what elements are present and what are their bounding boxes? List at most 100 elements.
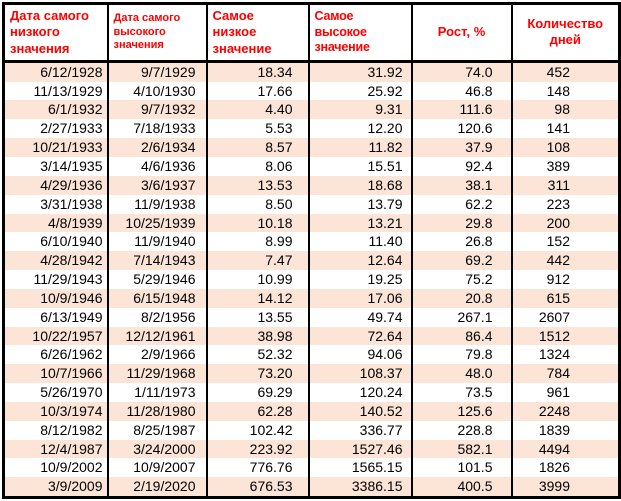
table-cell: 12/12/1961 (106, 326, 208, 346)
table-cell: 4.40 (205, 100, 310, 120)
table-cell: 75.2 (410, 270, 513, 289)
table-cell: 86.4 (410, 326, 513, 346)
table-cell: 10.18 (205, 213, 310, 233)
table-cell: 7/18/1933 (106, 119, 208, 139)
table-cell: 2/6/1934 (106, 138, 208, 157)
table-row: 10/9/2002 10/9/2007 776.76 1565.15 101.5 1826 (2, 458, 621, 478)
table-cell: 17.66 (205, 81, 310, 101)
table-cell: 1324 (510, 345, 621, 365)
table-row: 6/26/1962 2/9/1966 52.32 94.06 79.8 1324 (2, 345, 621, 365)
table-cell: 336.77 (307, 420, 413, 440)
table-cell: 3999 (510, 477, 621, 498)
table-row: 3/9/2009 2/19/2020 676.53 3386.15 400.5 3999 (2, 477, 621, 498)
table-cell: 148 (510, 81, 621, 101)
table-cell: 4494 (510, 439, 621, 459)
table-cell: 3/31/1938 (2, 194, 109, 214)
table-cell: 18.34 (205, 61, 310, 82)
table-cell: 79.8 (410, 345, 513, 365)
table-row: 11/13/1929 4/10/1930 17.66 25.92 46.8 148 (2, 81, 621, 101)
table-cell: 62.28 (205, 401, 310, 421)
table-cell: 5/29/1946 (106, 270, 208, 289)
table-row: 4/28/1942 7/14/1943 7.47 12.64 69.2 442 (2, 251, 621, 271)
table-cell: 4/6/1936 (106, 156, 208, 176)
table-cell: 10/3/1974 (2, 401, 109, 421)
table-cell: 4/8/1939 (2, 213, 109, 233)
table-cell: 48.0 (410, 364, 513, 384)
table-cell: 10/7/1966 (2, 364, 109, 384)
table-cell: 120.6 (410, 119, 513, 139)
table-cell: 615 (510, 288, 621, 308)
table-cell: 11/9/1940 (106, 232, 208, 252)
table-cell: 6/12/1928 (2, 61, 109, 82)
header-row: Дата самого низкого значения Дата самого… (2, 2, 621, 63)
table-cell: 1512 (510, 326, 621, 346)
table-row: 6/1/1932 9/7/1932 4.40 9.31 111.6 98 (2, 100, 621, 120)
table-cell: 20.8 (410, 288, 513, 308)
table-cell: 9/7/1932 (106, 100, 208, 120)
table-cell: 69.29 (205, 383, 310, 402)
table-cell: 10/9/2007 (106, 458, 208, 478)
table-cell: 3/6/1937 (106, 175, 208, 195)
table-cell: 10/9/1946 (2, 288, 109, 308)
table-cell: 1839 (510, 420, 621, 440)
table-row: 11/29/1943 5/29/1946 10.99 19.25 75.2 912 (2, 270, 621, 289)
table-cell: 4/29/1936 (2, 175, 109, 195)
table-cell: 8/2/1956 (106, 307, 208, 327)
table-cell: 11/29/1943 (2, 270, 109, 289)
table-cell: 3/14/1935 (2, 156, 109, 176)
table-row: 8/12/1982 8/25/1987 102.42 336.77 228.8 1839 (2, 420, 621, 440)
table-cell: 8.06 (205, 156, 310, 176)
table-row: 10/21/1933 2/6/1934 8.57 11.82 37.9 108 (2, 138, 621, 157)
table-cell: 6/1/1932 (2, 100, 109, 120)
table-cell: 26.8 (410, 232, 513, 252)
table-cell: 442 (510, 251, 621, 271)
table-cell: 73.20 (205, 364, 310, 384)
table-cell: 912 (510, 270, 621, 289)
table-cell: 37.9 (410, 138, 513, 157)
table-cell: 4/28/1942 (2, 251, 109, 271)
table-cell: 52.32 (205, 345, 310, 365)
table-row: 3/31/1938 11/9/1938 8.50 13.79 62.2 223 (2, 194, 621, 214)
table-cell: 400.5 (410, 477, 513, 498)
table-cell: 8.50 (205, 194, 310, 214)
table-cell: 140.52 (307, 401, 413, 421)
table-cell: 1527.46 (307, 439, 413, 459)
table-cell: 13.79 (307, 194, 413, 214)
table-cell: 19.25 (307, 270, 413, 289)
table-cell: 10.99 (205, 270, 310, 289)
table-cell: 31.92 (307, 61, 413, 82)
table-cell: 15.51 (307, 156, 413, 176)
table-cell: 389 (510, 156, 621, 176)
table-row: 10/22/1957 12/12/1961 38.98 72.64 86.4 1512 (2, 326, 621, 346)
table-cell: 120.24 (307, 383, 413, 402)
table-cell: 452 (510, 61, 621, 82)
table-row: 4/29/1936 3/6/1937 13.53 18.68 38.1 311 (2, 175, 621, 195)
table-cell: 6/13/1949 (2, 307, 109, 327)
table-cell: 5/26/1970 (2, 383, 109, 402)
table-cell: 311 (510, 175, 621, 195)
table-cell: 12.64 (307, 251, 413, 271)
column-header-days-count: Количество дней (510, 2, 621, 63)
table-cell: 11.82 (307, 138, 413, 157)
table-cell: 3/24/2000 (106, 439, 208, 459)
table-cell: 6/10/1940 (2, 232, 109, 252)
table-cell: 101.5 (410, 458, 513, 478)
table-cell: 1826 (510, 458, 621, 478)
table-cell: 152 (510, 232, 621, 252)
table-cell: 17.06 (307, 288, 413, 308)
table-cell: 10/21/1933 (2, 138, 109, 157)
table-cell: 29.8 (410, 213, 513, 233)
table-cell: 7/14/1943 (106, 251, 208, 271)
table-cell: 18.68 (307, 175, 413, 195)
table-cell: 38.98 (205, 326, 310, 346)
column-header-growth-pct: Рост, % (410, 2, 513, 63)
table-cell: 11/13/1929 (2, 81, 109, 101)
table-cell: 961 (510, 383, 621, 402)
table-cell: 12.20 (307, 119, 413, 139)
table-cell: 3386.15 (307, 477, 413, 498)
table-row: 4/8/1939 10/25/1939 10.18 13.21 29.8 200 (2, 213, 621, 233)
table-cell: 9.31 (307, 100, 413, 120)
table-cell: 141 (510, 119, 621, 139)
table-cell: 2/27/1933 (2, 119, 109, 139)
